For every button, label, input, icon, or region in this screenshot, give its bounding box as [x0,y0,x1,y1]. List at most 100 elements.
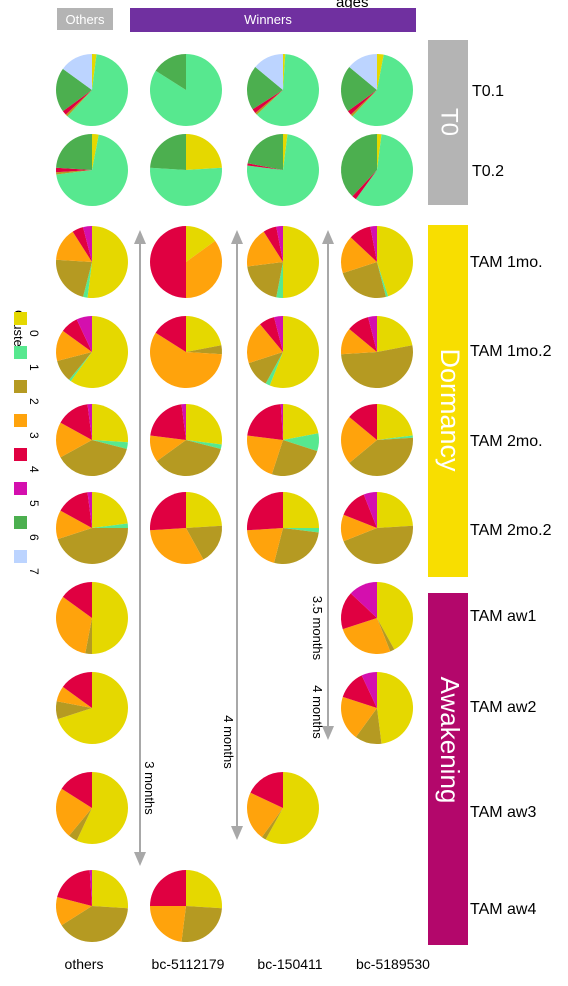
pie-tam-aw4-bc-5112179 [150,870,223,943]
pie-slice-cluster-0 [70,316,129,388]
pie-slice-cluster-0 [92,870,129,909]
pie-slice-cluster-2 [181,906,222,943]
pie-tam-aw4-others [55,870,129,943]
pie-slice-cluster-2 [271,440,318,477]
pie-slice-cluster-5 [87,404,92,440]
pie-slice-cluster-4 [263,226,283,262]
pie-slice-cluster-2 [57,528,129,565]
pie-slice-cluster-3 [56,596,92,654]
pie-slice-cluster-0 [57,672,128,744]
pie-slice-cluster-3 [149,435,186,462]
pie-slice-cluster-0 [283,404,319,440]
legend-swatch-cluster-2 [14,380,27,393]
pie-slice-cluster-2 [156,440,221,476]
pie-slice-cluster-2 [255,90,283,115]
pie-slice-cluster-4 [342,675,377,708]
pie-slice-cluster-1 [265,352,283,386]
arrow-head-down-3-months [134,852,146,866]
pie-slice-cluster-2 [343,525,414,564]
pie-slice-cluster-4 [62,672,92,708]
pie-tam-aw1-bc-5189530 [341,582,414,654]
pie-slice-cluster-0 [265,772,319,844]
pie-slice-cluster-7 [62,54,92,90]
pie-slice-cluster-5 [87,491,92,528]
column-label-others: others [65,956,104,972]
pie-slice-cluster-3 [340,417,377,463]
pie-slice-cluster-3 [56,686,92,708]
pie-tam-aw2-others [56,672,128,744]
pie-slice-cluster-1 [69,352,92,382]
pie-slice-cluster-1 [149,167,223,206]
arrow-head-down-3-5-months [322,726,334,740]
legend-label-cluster-0: 0 [27,330,41,337]
pie-slice-cluster-0 [92,582,128,654]
pie-slice-cluster-0 [377,226,414,297]
pie-tam-2mo-2-bc-150411 [246,492,319,565]
pie-t0-2-bc-150411 [246,133,319,206]
pie-t0-1-bc-5189530 [341,54,414,127]
pie-slice-cluster-4 [61,772,92,808]
pie-slice-cluster-6 [246,67,283,110]
pie-slice-cluster-2 [56,170,92,175]
pie-slice-cluster-5 [368,316,377,352]
pie-slice-cluster-0 [377,582,414,650]
pie-slice-cluster-0 [283,226,319,298]
pie-slice-cluster-3 [340,329,377,355]
pie-slice-cluster-0 [92,53,97,90]
pie-tam-2mo--others [55,403,129,477]
pie-slice-cluster-2 [55,259,92,297]
pie-slice-cluster-1 [283,433,319,452]
pie-slice-cluster-2 [342,262,386,299]
pie-slice-cluster-6 [247,134,283,170]
pie-slice-cluster-0 [76,772,129,844]
arrow-head-up-4-months [231,230,243,244]
pie-slice-cluster-0 [186,134,222,170]
pie-slice-cluster-5 [363,492,377,528]
pie-slice-cluster-1 [149,54,222,126]
pie-slice-cluster-2 [56,701,92,720]
pie-slice-cluster-1 [355,134,414,206]
pie-t0-2-others [55,134,128,207]
pie-slice-cluster-0 [377,672,414,744]
duration-label-3-months: 3 months [142,761,157,815]
pie-slice-cluster-1 [377,435,413,440]
row-label-t0-1: T0.1 [472,83,504,100]
legend-label-cluster-4: 4 [27,466,41,473]
pie-slice-cluster-2 [61,906,128,943]
phase-label-t0: T0 [436,108,463,136]
pie-slice-cluster-3 [150,906,186,942]
pie-slice-cluster-3 [246,324,283,364]
row-label-tam-aw4: TAM aw4 [470,901,536,918]
pie-slice-cluster-2 [350,90,377,117]
others-header-bar [57,8,113,30]
row-label-tam-1mo-2: TAM 1mo.2 [470,343,552,360]
pie-slice-cluster-5 [181,404,186,440]
legend-swatch-cluster-5 [14,482,27,495]
pie-slice-cluster-2 [261,808,283,840]
pie-slice-cluster-0 [186,492,222,528]
pie-slice-cluster-4 [60,492,92,528]
pie-slice-cluster-6 [56,134,92,170]
pie-tam-aw1-others [56,582,128,654]
pie-tam-1mo--bc-5112179 [150,226,222,298]
pie-slice-cluster-1 [246,134,319,206]
pie-slice-cluster-0 [186,226,216,262]
legend-label-cluster-3: 3 [27,432,41,439]
legend-label-cluster-7: 7 [27,568,41,575]
pie-slice-cluster-4 [347,90,377,115]
arrow-head-down-4-months [231,826,243,840]
pie-slice-cluster-0 [92,492,128,528]
pie-slice-cluster-2 [69,808,92,841]
pie-tam-aw3-bc-150411 [247,772,319,844]
pie-slice-cluster-5 [361,672,377,708]
pie-tam-1mo--others [55,226,128,298]
pie-tam-2mo--bc-5112179 [149,404,223,476]
phase-bar-awakening [428,593,468,945]
pie-tam-2mo-2-others [55,491,129,565]
pie-slice-cluster-0 [186,870,223,909]
duration-label-4-months-left: 4 months [221,715,236,769]
pie-slice-cluster-2 [377,618,395,652]
pie-slice-cluster-3 [247,528,283,563]
duration-label-4-months-right: 4 months [310,685,325,739]
